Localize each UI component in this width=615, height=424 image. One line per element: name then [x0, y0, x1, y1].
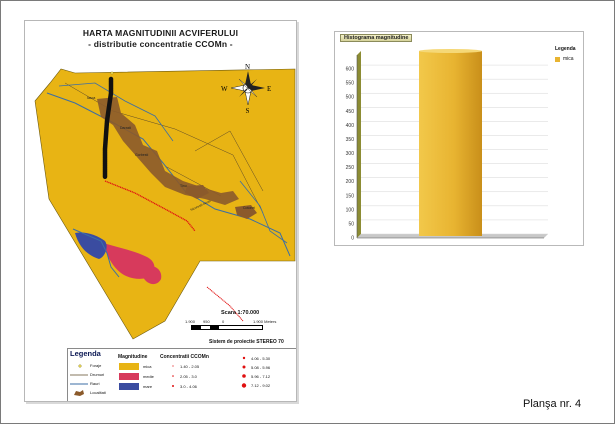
aquifer-area-medie [103, 243, 155, 279]
dot-icon [242, 374, 246, 378]
swatch-mare [119, 383, 139, 390]
rauri-line [70, 383, 88, 385]
y-tick-label: 100 [346, 207, 355, 213]
legend-title: Legenda [70, 349, 101, 358]
map-scale-text: Scara 1:70.000 [221, 310, 260, 316]
y-tick-label: 550 [346, 81, 355, 87]
dot-icon [242, 365, 246, 369]
scale-tick-label: 1.900 Meters [253, 319, 277, 324]
dot-icon [242, 356, 246, 360]
compass-rose: N S E W [221, 63, 271, 115]
river-line [58, 82, 174, 142]
y-tick-label: 250 [346, 165, 355, 171]
y-tick-label: 300 [346, 151, 355, 157]
legend-concentratii-header: Concentratii CCOMn [160, 354, 209, 360]
chart-side-wall [357, 51, 361, 238]
aquifer-area-medie [143, 265, 162, 285]
compass-n-label: N [245, 63, 250, 71]
river-line [239, 180, 288, 244]
histogram-bar [419, 51, 482, 236]
scale-tick-label: 1.900 [185, 319, 196, 324]
legend-magnitudine-mare: mare [143, 384, 153, 389]
projection-text: Sistem de proiectie STEREO 70 [209, 339, 284, 345]
y-tick-label: 50 [348, 221, 354, 227]
locality-polygon [97, 97, 239, 205]
legend-concentratie: 1.40 - 2.05 [180, 364, 200, 369]
histogram-panel: Histograma magnitudine 0 50 100 150 200 250 30… [334, 31, 584, 246]
foraje-icon [78, 364, 82, 368]
scale-bar [191, 325, 263, 330]
drumuri-line [70, 374, 88, 376]
compass-e-label: E [267, 85, 271, 93]
aquifer-area-mare [75, 232, 107, 259]
histogram-legend-swatch [555, 57, 560, 62]
legend-magnitudine-medie: medie [143, 374, 154, 379]
map-legend: Legenda Foraje Drumuri Rauri Localitati … [67, 348, 296, 401]
map-subtitle: - distributie concentratie CCOMn - [88, 39, 233, 49]
dot-icon [172, 375, 174, 377]
legend-concentratie: 4.06 - 5.30 [251, 356, 271, 361]
histogram-title: Histograma magnitudine [340, 34, 413, 42]
concentration-dots-line [206, 286, 244, 322]
y-tick-label: 0 [351, 236, 354, 242]
compass-s-label: S [246, 107, 250, 115]
y-tick-label: 400 [346, 123, 355, 129]
locality-label: Iasca [87, 96, 95, 100]
histogram-bar-cap [419, 49, 482, 53]
locality-label: Cotonei [243, 206, 255, 210]
map-title: HARTA MAGNITUDINII ACVIFERULUI [82, 28, 239, 38]
road-line [64, 82, 264, 214]
legend-concentratie: 3.0 - 4.06 [180, 384, 197, 389]
locality-polygon [185, 185, 209, 199]
locality-label: Darasti [120, 126, 131, 130]
locality-polygon [235, 205, 257, 219]
swatch-medie [119, 373, 139, 380]
y-tick-label: 450 [346, 109, 355, 115]
borehole-point [110, 71, 114, 75]
dot-icon [172, 365, 174, 367]
plansa-label: Planşa nr. 4 [523, 398, 582, 410]
borehole-profile-line [102, 76, 114, 180]
legend-label-drumuri: Drumuri [90, 372, 105, 377]
map-panel: HARTA MAGNITUDINII ACVIFERULUI - distrib… [24, 20, 297, 402]
legend-concentratie: 5.96 - 7.12 [251, 374, 271, 379]
aquifer-area-mica [34, 68, 296, 340]
y-tick-label: 500 [346, 95, 355, 101]
histogram-legend-label: mica [563, 56, 574, 62]
legend-label-localitati: Localitati [90, 390, 106, 395]
legend-label-rauri: Rauri [90, 381, 100, 386]
legend-magnitudine-mica: mica [143, 364, 152, 369]
legend-concentratie: 7.12 - 9.02 [251, 383, 271, 388]
histogram-chart: 0 50 100 150 200 250 300 350 400 450 500 550 600 [346, 49, 548, 242]
localitati-icon [74, 390, 84, 396]
y-tick-label: 200 [346, 179, 355, 185]
histogram-legend-title: Legenda [555, 46, 576, 52]
dot-icon [172, 385, 174, 387]
dot-icon [241, 383, 247, 388]
legend-concentratie: 5.08 - 5.96 [251, 365, 271, 370]
compass-w-label: W [221, 85, 228, 93]
map-canvas: Iasca Darasti Gorbesti Tinu Nicorestii I… [34, 63, 296, 340]
y-tick-label: 150 [346, 193, 355, 199]
legend-label-foraje: Foraje [90, 363, 102, 368]
river-line [72, 228, 120, 278]
road-line [194, 130, 264, 192]
scale-tick-label: 0 [222, 319, 225, 324]
y-tick-label: 350 [346, 137, 355, 143]
y-tick-label: 600 [346, 67, 355, 73]
locality-label: Tinu [180, 184, 187, 188]
concentration-dots-line [104, 180, 196, 232]
scale-tick-label: 950 [203, 319, 210, 324]
legend-concentratie: 2.05 - 3.0 [180, 374, 197, 379]
swatch-mica [119, 363, 139, 370]
legend-magnitudine-header: Magnitudine [118, 354, 148, 360]
locality-label: Gorbesti [135, 153, 148, 157]
